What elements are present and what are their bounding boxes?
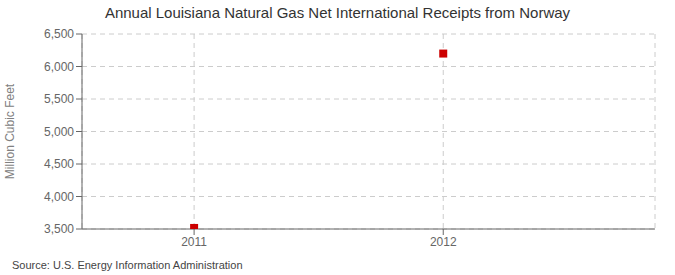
svg-text:2011: 2011 <box>181 235 207 249</box>
html-text:Source: U.S. Energy Informatio: Source: U.S. Energy Information Administ… <box>12 259 243 271</box>
svg-text:2012: 2012 <box>430 235 457 249</box>
svg-text:Million Cubic Feet: Million Cubic Feet <box>8 83 17 179</box>
svg-text:5,500: 5,500 <box>44 92 74 106</box>
html-text:Annual Louisiana Natural Gas N: Annual Louisiana Natural Gas Net Interna… <box>104 4 571 21</box>
svg-text:4,000: 4,000 <box>44 190 74 204</box>
svg-text:6,000: 6,000 <box>44 60 74 74</box>
svg-text:5,000: 5,000 <box>44 125 74 139</box>
svg-text:3,500: 3,500 <box>44 222 74 236</box>
svg-text:4,500: 4,500 <box>44 157 74 171</box>
svg-text:6,500: 6,500 <box>44 27 74 41</box>
